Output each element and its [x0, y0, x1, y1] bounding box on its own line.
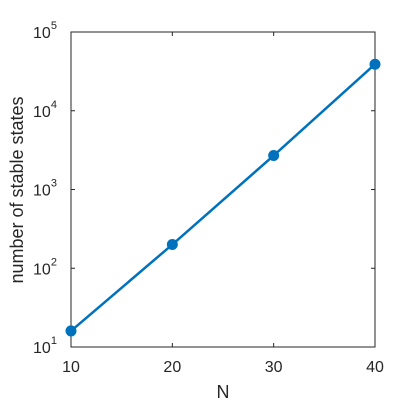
marker	[166, 239, 178, 251]
x-tick-label: 30	[265, 359, 283, 376]
y-tick-base: 10	[33, 183, 51, 200]
y-tick-base: 10	[33, 25, 51, 42]
marker	[369, 58, 381, 70]
y-tick-exponent: 3	[51, 177, 57, 189]
y-tick-base: 10	[33, 340, 51, 357]
y-tick-label: 103	[33, 177, 57, 199]
y-tick-label: 102	[33, 256, 57, 278]
y-tick-exponent: 2	[51, 256, 57, 268]
x-tick-label: 40	[366, 359, 384, 376]
y-tick-label: 105	[33, 20, 57, 42]
y-tick-base: 10	[33, 104, 51, 121]
y-tick-exponent: 5	[51, 20, 57, 32]
y-tick-exponent: 4	[51, 99, 57, 111]
x-axis-label: N	[217, 382, 230, 402]
marker	[65, 325, 77, 337]
plot-box	[70, 31, 376, 348]
y-axis-label: number of stable states	[7, 96, 27, 283]
y-tick-exponent: 1	[51, 335, 57, 347]
y-tick-label: 104	[33, 99, 57, 121]
y-tick-label: 101	[33, 335, 57, 357]
x-tick-label: 20	[163, 359, 181, 376]
line	[70, 63, 376, 332]
marker	[268, 150, 280, 162]
y-tick-base: 10	[33, 261, 51, 278]
x-tick-label: 10	[62, 359, 80, 376]
